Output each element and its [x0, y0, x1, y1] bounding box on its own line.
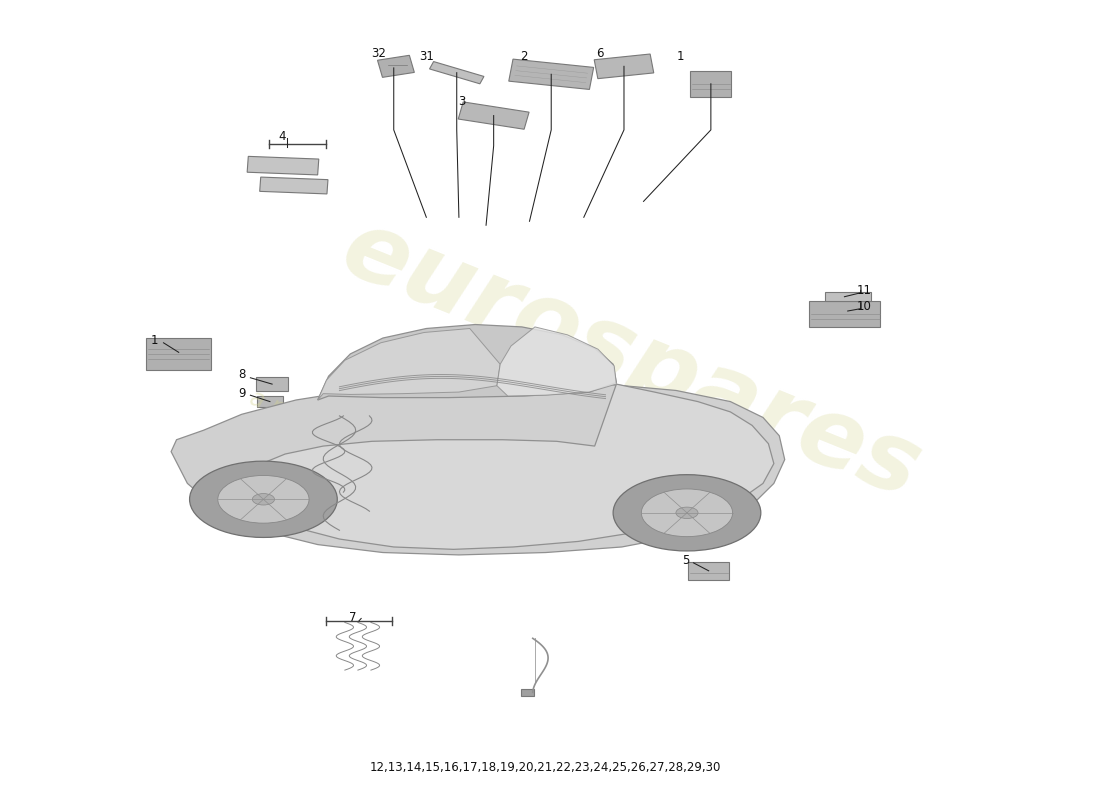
Ellipse shape: [613, 474, 761, 551]
Polygon shape: [172, 382, 784, 555]
Text: 10: 10: [857, 300, 871, 313]
Ellipse shape: [252, 494, 275, 505]
Polygon shape: [248, 384, 774, 550]
Polygon shape: [318, 325, 616, 400]
Bar: [257, 396, 283, 407]
Text: 4: 4: [278, 130, 286, 142]
Text: 2: 2: [520, 50, 528, 63]
Bar: [260, 177, 328, 194]
Bar: [509, 59, 594, 90]
Bar: [594, 54, 653, 78]
Bar: [810, 302, 880, 327]
Text: 12,13,14,15,16,17,18,19,20,21,22,23,24,25,26,27,28,29,30: 12,13,14,15,16,17,18,19,20,21,22,23,24,2…: [370, 761, 722, 774]
Bar: [248, 156, 319, 175]
Ellipse shape: [675, 507, 698, 518]
Text: 6: 6: [596, 47, 604, 60]
Bar: [429, 62, 484, 84]
Text: 1: 1: [151, 334, 158, 347]
Bar: [689, 562, 729, 579]
Bar: [256, 377, 288, 391]
Text: 5: 5: [682, 554, 690, 567]
Text: a passion for parts since 1985: a passion for parts since 1985: [245, 386, 585, 542]
Text: 8: 8: [238, 368, 245, 381]
Polygon shape: [318, 329, 500, 400]
Text: 1: 1: [676, 50, 684, 62]
Bar: [459, 102, 529, 130]
Bar: [377, 55, 415, 78]
Bar: [825, 292, 870, 302]
Text: 7: 7: [349, 611, 356, 624]
Text: 31: 31: [419, 50, 433, 63]
Text: 32: 32: [371, 47, 386, 60]
Ellipse shape: [641, 489, 733, 537]
Bar: [146, 338, 211, 370]
Text: 3: 3: [459, 94, 466, 108]
Ellipse shape: [189, 461, 338, 538]
Bar: [690, 71, 732, 97]
Text: 11: 11: [857, 284, 871, 297]
Text: 9: 9: [238, 387, 245, 400]
Text: eurospares: eurospares: [329, 202, 934, 518]
Polygon shape: [497, 327, 616, 396]
Bar: [520, 689, 534, 695]
Ellipse shape: [218, 475, 309, 523]
